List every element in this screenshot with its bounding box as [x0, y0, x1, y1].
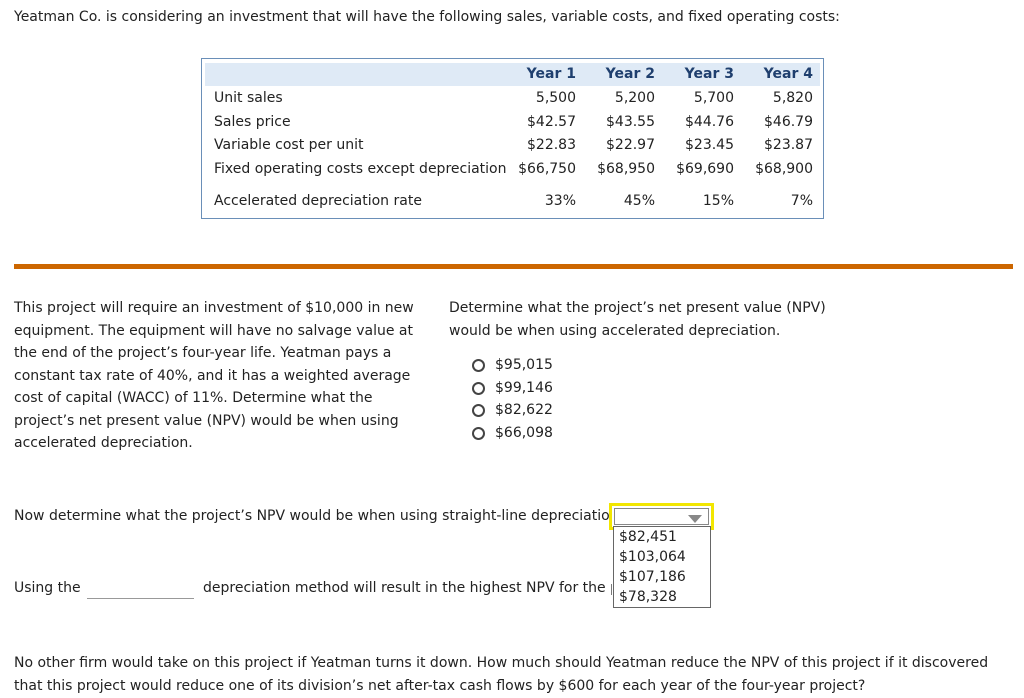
section-divider: [14, 264, 1013, 269]
question-4-text: No other firm would take on this project…: [14, 655, 989, 694]
row-label-fixed-costs: Fixed operating costs except depreciatio…: [214, 161, 507, 177]
row-label-depreciation-rate: Accelerated depreciation rate: [214, 193, 422, 209]
table-cell: $44.76: [685, 114, 734, 130]
table-cell: $22.97: [606, 137, 655, 153]
option-label: $95,015: [495, 357, 553, 373]
row-label-unit-sales: Unit sales: [214, 90, 283, 106]
table-cell: $66,750: [518, 161, 576, 177]
radio-button[interactable]: [472, 403, 485, 417]
table-cell: 5,500: [535, 90, 576, 106]
depreciation-method-blank[interactable]: [87, 598, 194, 599]
question-1-text: Determine what the project’s net present…: [449, 300, 826, 339]
dropdown-option[interactable]: $107,186: [619, 569, 686, 585]
option-label: $66,098: [495, 425, 553, 441]
radio-button[interactable]: [472, 358, 485, 372]
npv-option-2[interactable]: $99,146: [472, 378, 553, 398]
table-cell: $69,690: [676, 161, 734, 177]
row-label-sales-price: Sales price: [214, 114, 291, 130]
table-cell: $42.57: [527, 114, 576, 130]
table-header-band: [205, 63, 820, 86]
chevron-down-icon[interactable]: [688, 515, 702, 523]
year-4-header: Year 4: [763, 66, 813, 82]
npv-option-4[interactable]: $66,098: [472, 423, 553, 443]
table-cell: 45%: [623, 193, 655, 209]
dropdown-option[interactable]: $78,328: [619, 589, 677, 605]
dropdown-options-list: $82,451 $103,064 $107,186 $78,328: [613, 526, 711, 608]
table-cell: 5,700: [693, 90, 734, 106]
year-2-header: Year 2: [605, 66, 655, 82]
radio-button[interactable]: [472, 426, 485, 440]
table-cell: $43.55: [606, 114, 655, 130]
table-cell: 15%: [702, 193, 734, 209]
table-cell: $68,950: [597, 161, 655, 177]
data-table: [201, 58, 824, 219]
table-cell: $46.79: [764, 114, 813, 130]
table-cell: $23.87: [764, 137, 813, 153]
table-cell: 5,820: [772, 90, 813, 106]
question-2-text: Now determine what the project’s NPV wou…: [14, 508, 624, 524]
table-cell: $22.83: [527, 137, 576, 153]
npv-option-3[interactable]: $82,622: [472, 400, 553, 420]
table-cell: 33%: [544, 193, 576, 209]
option-label: $99,146: [495, 380, 553, 396]
option-label: $82,622: [495, 402, 553, 418]
dropdown-option[interactable]: $103,064: [619, 549, 686, 565]
year-1-header: Year 1: [526, 66, 576, 82]
table-cell: $68,900: [755, 161, 813, 177]
question-3-suffix: depreciation method will result in the h…: [203, 580, 612, 596]
table-cell: 5,200: [614, 90, 655, 106]
table-cell: $23.45: [685, 137, 734, 153]
radio-button[interactable]: [472, 381, 485, 395]
npv-option-1[interactable]: $95,015: [472, 355, 553, 375]
year-3-header: Year 3: [684, 66, 734, 82]
question-3-prefix: Using the: [14, 580, 81, 596]
row-label-variable-cost: Variable cost per unit: [214, 137, 364, 153]
straight-line-npv-dropdown[interactable]: [609, 503, 714, 530]
intro-text: Yeatman Co. is considering an investment…: [14, 9, 840, 25]
problem-paragraph: This project will require an investment …: [14, 300, 414, 451]
table-cell: 7%: [790, 193, 813, 209]
dropdown-option[interactable]: $82,451: [619, 529, 677, 545]
